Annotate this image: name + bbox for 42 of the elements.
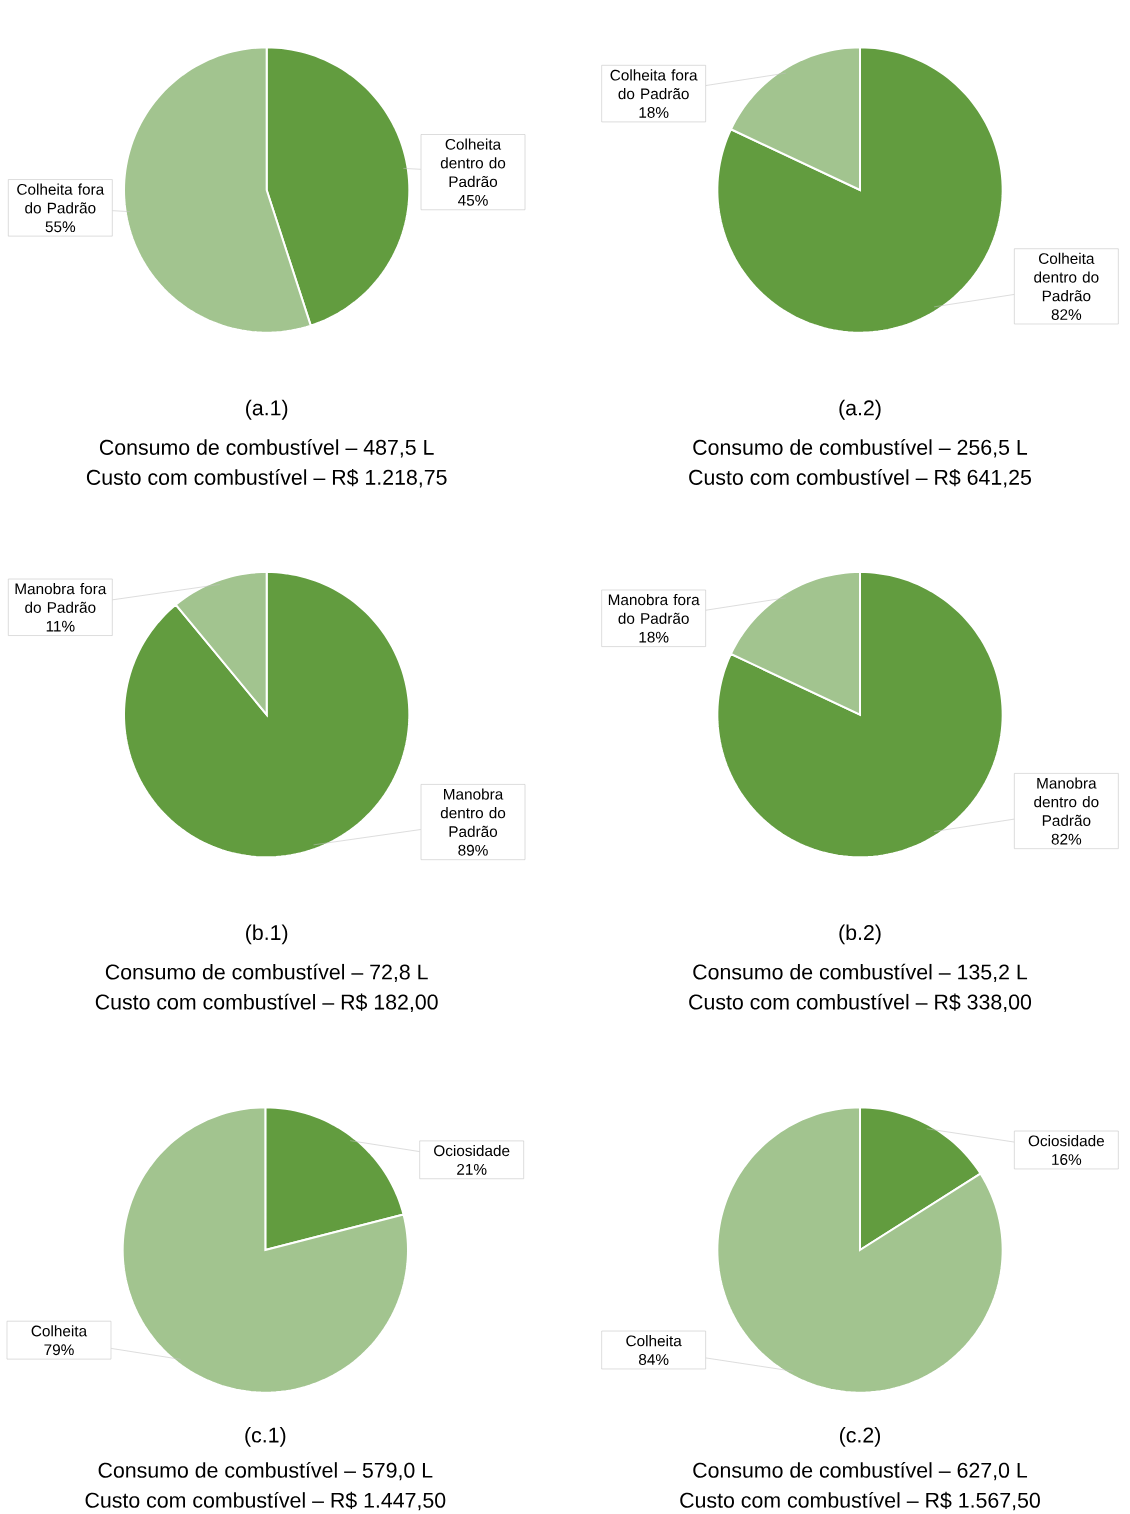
data-label: 89%: [458, 844, 488, 856]
text: (a.2): [839, 399, 881, 420]
slice-label: Manobra fora do Padrão: [608, 594, 700, 624]
text: Consumo de combustível – 627,0 L: [693, 1461, 1028, 1481]
data-label: 82%: [1051, 833, 1082, 845]
text: Custo com combustível – R$ 1.218,75: [86, 468, 447, 488]
text: (c.2): [839, 1426, 880, 1447]
data-label: 18%: [639, 631, 669, 643]
slice-label: Colheita dentro do Padrão: [1034, 252, 1099, 302]
data-label: 79%: [44, 1344, 74, 1356]
slice-label: Colheita: [31, 1325, 88, 1337]
slice-label: Colheita fora do Padrão: [17, 183, 105, 214]
data-label: 18%: [639, 107, 669, 118]
slice-label: Colheita fora do Padrão: [610, 69, 698, 100]
slice-label: Colheita: [626, 1335, 682, 1347]
data-label: 84%: [638, 1354, 669, 1365]
slice-label: Colheita dentro do Padrão: [440, 138, 506, 188]
slice-label: Manobra dentro do Padrão: [1034, 777, 1099, 826]
slice-label: Manobra dentro do Padrão: [440, 788, 506, 837]
text: Consumo de combustível – 256,5 L: [693, 439, 1028, 458]
text: (b.2): [839, 924, 881, 945]
text: Consumo de combustível – 487,5 L: [99, 439, 434, 458]
text: (c.1): [245, 1426, 286, 1447]
text: Custo com combustível – R$ 641,25: [689, 468, 1031, 488]
data-label: 45%: [458, 194, 488, 206]
data-label: 55%: [45, 221, 76, 233]
data-label: 11%: [46, 620, 75, 632]
slice-label: Ociosidade: [1028, 1135, 1105, 1147]
data-label: 16%: [1052, 1154, 1082, 1165]
data-label: 82%: [1051, 309, 1082, 320]
slice-label: Ociosidade: [434, 1144, 510, 1157]
text: Custo com combustível – R$ 1.447,50: [85, 1491, 446, 1511]
text: Custo com combustível – R$ 182,00: [95, 993, 438, 1013]
text: Custo com combustível – R$ 1.567,50: [680, 1491, 1040, 1511]
text: Consumo de combustível – 579,0 L: [98, 1461, 433, 1481]
slice-label: Manobra fora do Padrão: [15, 583, 107, 613]
data-label: 21%: [457, 1163, 487, 1175]
text: Custo com combustível – R$ 338,00: [689, 993, 1032, 1013]
text: Consumo de combustível – 72,8 L: [105, 963, 428, 983]
text: (b.1): [246, 924, 288, 945]
text: (a.1): [246, 399, 288, 420]
text: Consumo de combustível – 135,2 L: [693, 963, 1028, 983]
